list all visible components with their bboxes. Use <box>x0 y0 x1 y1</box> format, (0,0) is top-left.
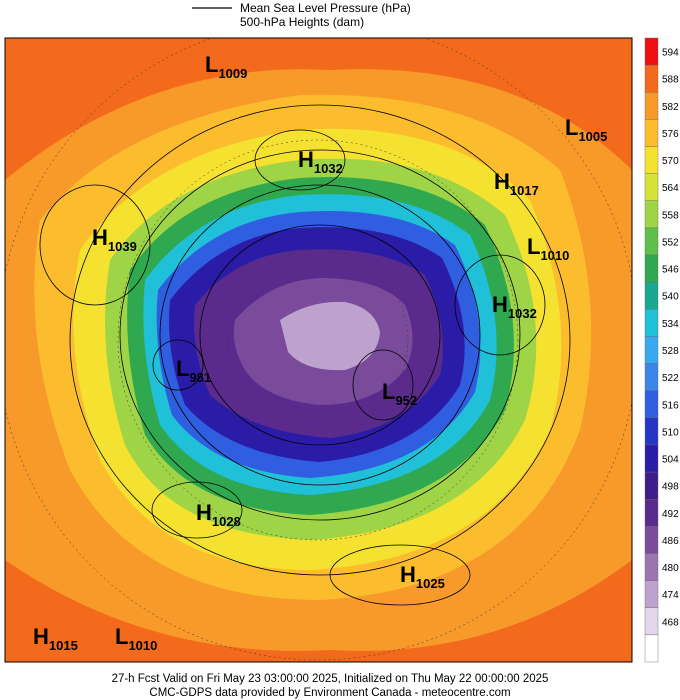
center-kind: L <box>176 356 189 381</box>
colorbar-swatch <box>644 200 659 229</box>
colorbar-label: 522 <box>662 373 679 384</box>
map <box>5 38 632 662</box>
pressure-center: H1028 <box>196 500 241 529</box>
center-value: 1017 <box>510 183 539 198</box>
center-value: 1005 <box>578 129 607 144</box>
center-kind: L <box>527 234 540 259</box>
center-value: 1032 <box>508 306 537 321</box>
colorbar-label: 474 <box>662 590 679 601</box>
center-kind: H <box>298 147 314 172</box>
colorbar-label: 504 <box>662 455 679 466</box>
center-kind: L <box>205 52 218 77</box>
center-kind: H <box>400 562 416 587</box>
center-value: 1015 <box>49 638 78 653</box>
colorbar-label: 528 <box>662 346 679 357</box>
footer-valid: 27-h Fcst Valid on Fri May 23 03:00:00 2… <box>112 673 549 685</box>
pressure-center: H1017 <box>494 169 539 198</box>
pressure-center: L952 <box>382 379 417 408</box>
colorbar-swatch <box>644 336 659 364</box>
colorbar-label: 516 <box>662 400 679 411</box>
colorbar-label: 534 <box>662 319 679 330</box>
colorbar-label: 594 <box>662 48 679 59</box>
colorbar-swatch <box>644 254 659 283</box>
legend-line-label: Mean Sea Level Pressure (hPa) <box>240 1 411 15</box>
pressure-center: H1032 <box>492 292 537 321</box>
colorbar-swatch <box>644 607 659 636</box>
center-value: 1032 <box>314 161 343 176</box>
center-value: 952 <box>395 393 417 408</box>
center-value: 1028 <box>212 514 241 529</box>
colorbar-label: 558 <box>662 210 679 221</box>
colorbar-label: 588 <box>662 75 679 86</box>
colorbar-label: 546 <box>662 265 679 276</box>
center-value: 1039 <box>108 239 137 254</box>
center-kind: L <box>115 624 128 649</box>
colorbar-label: 480 <box>662 563 679 574</box>
center-kind: L <box>382 379 395 404</box>
colorbar-label: 570 <box>662 156 679 167</box>
colorbar-swatch <box>644 281 659 310</box>
pressure-center: L981 <box>176 356 211 385</box>
colorbar-label: 498 <box>662 482 679 493</box>
center-kind: H <box>492 292 508 317</box>
colorbar-swatch <box>644 499 659 527</box>
colorbar-swatch <box>644 553 659 581</box>
colorbar-label: 510 <box>662 427 679 438</box>
pressure-center: L1005 <box>565 115 607 144</box>
colorbar-label: 492 <box>662 509 679 520</box>
colorbar-label: 582 <box>662 102 679 113</box>
colorbar-swatch <box>644 227 659 256</box>
colorbar-swatch <box>644 417 659 446</box>
pressure-center: H1025 <box>400 562 445 591</box>
colorbar-swatch-lowest <box>644 634 659 663</box>
pressure-center: L1010 <box>527 234 569 263</box>
colorbar-label: 468 <box>662 617 679 628</box>
colorbar-label: 540 <box>662 292 679 303</box>
colorbar-label: 486 <box>662 536 679 547</box>
pressure-center: H1039 <box>92 225 137 254</box>
center-value: 1025 <box>416 576 445 591</box>
colorbar-swatch <box>644 309 659 337</box>
colorbar-swatch <box>644 119 659 147</box>
center-value: 981 <box>189 370 211 385</box>
colorbar-swatch <box>644 92 659 120</box>
colorbar-label: 552 <box>662 237 679 248</box>
center-kind: H <box>494 169 510 194</box>
pressure-center: L1010 <box>115 624 157 653</box>
colorbar-label: 576 <box>662 129 679 140</box>
center-value: 1010 <box>128 638 157 653</box>
colorbar: 594 588 582 576 570 564 558 552 546 540 534 528 522 5… <box>644 37 679 663</box>
colorbar-swatch <box>644 64 659 93</box>
pressure-center: L1009 <box>205 52 247 81</box>
center-kind: H <box>92 225 108 250</box>
center-value: 1010 <box>540 248 569 263</box>
colorbar-swatch <box>644 526 659 554</box>
colorbar-label: 564 <box>662 183 679 194</box>
colorbar-swatch <box>644 37 659 66</box>
colorbar-swatch <box>644 471 659 500</box>
center-value: 1009 <box>218 66 247 81</box>
pressure-center: H1032 <box>298 147 343 176</box>
colorbar-swatch <box>644 146 659 174</box>
center-kind: H <box>33 624 49 649</box>
colorbar-swatch <box>644 444 659 473</box>
pressure-center: H1015 <box>33 624 78 653</box>
footer-credit: CMC-GDPS data provided by Environment Ca… <box>149 687 510 699</box>
colorbar-swatch <box>644 580 659 608</box>
center-kind: H <box>196 500 212 525</box>
colorbar-swatch <box>644 390 659 419</box>
map-frame <box>4 37 633 663</box>
colorbar-swatch <box>644 363 659 391</box>
legend-fill-label: 500-hPa Heights (dam) <box>240 15 364 29</box>
colorbar-swatch <box>644 173 659 201</box>
center-kind: L <box>565 115 578 140</box>
